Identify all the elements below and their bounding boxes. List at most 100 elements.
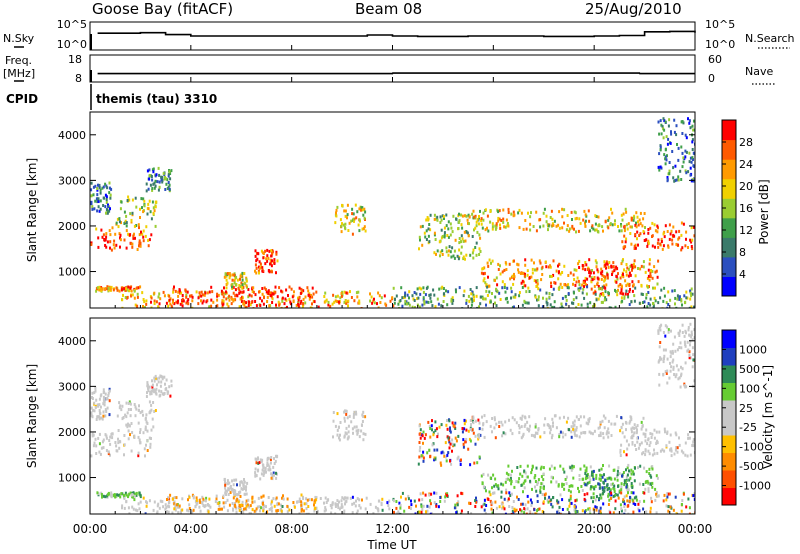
power-cell: [137, 223, 140, 227]
power-cell: [642, 301, 644, 304]
velocity-cell: [565, 482, 568, 486]
power-cell: [462, 239, 465, 243]
power-cell: [688, 306, 691, 308]
power-cell: [168, 170, 171, 174]
velocity-cell: [603, 486, 606, 490]
velocity-cell: [266, 510, 269, 514]
velocity-cell: [588, 507, 591, 511]
power-cell: [334, 221, 337, 225]
velocity-cell: [569, 466, 572, 470]
velocity-cell: [683, 340, 686, 344]
velocity-cell: [456, 503, 459, 507]
power-cell: [130, 294, 133, 298]
power-cell: [647, 231, 650, 235]
power-cell: [450, 299, 453, 303]
power-cell: [535, 279, 538, 283]
power-cell: [482, 272, 485, 276]
power-cell: [604, 275, 607, 279]
velocity-cell: [672, 342, 675, 346]
velocity-cell: [469, 439, 472, 443]
power-cell: [483, 277, 486, 281]
power-cell: [433, 293, 436, 297]
velocity-cell: [249, 512, 251, 514]
velocity-cell: [623, 512, 626, 514]
power-cell: [107, 205, 110, 208]
velocity-cell: [362, 415, 365, 418]
velocity-cell: [447, 436, 450, 440]
power-cell: [545, 214, 548, 218]
power-cell: [126, 295, 129, 299]
power-cell: [221, 299, 224, 303]
velocity-cell: [305, 502, 308, 506]
power-cell: [433, 231, 436, 235]
velocity-cell: [93, 391, 96, 395]
velocity-cell: [91, 396, 93, 399]
power-cell: [645, 238, 648, 242]
velocity-cell: [201, 495, 204, 499]
velocity-cell: [270, 500, 273, 504]
velocity-cell: [633, 479, 636, 483]
power-cell: [624, 207, 627, 211]
power-cell: [90, 194, 93, 198]
power-cell: [675, 133, 678, 137]
velocity-cell: [454, 436, 457, 440]
power-cell: [393, 301, 396, 305]
power-cell: [597, 270, 600, 274]
power-cell: [516, 262, 519, 266]
power-cell: [498, 217, 501, 221]
power-cell: [680, 178, 683, 181]
power-cell: [660, 132, 663, 136]
power-cell: [428, 293, 431, 297]
velocity-cell: [603, 473, 605, 477]
power-cell: [124, 219, 127, 223]
nsky-label: N.Sky: [3, 32, 35, 45]
velocity-cell: [332, 435, 334, 439]
power-cell: [143, 199, 146, 203]
velocity-cell: [201, 501, 204, 505]
colorbar-tick-label: -100: [739, 441, 764, 454]
velocity-cell: [433, 491, 436, 495]
velocity-cell: [640, 427, 643, 431]
power-cell: [94, 184, 97, 188]
power-cell: [588, 271, 591, 274]
power-cell: [181, 304, 184, 308]
velocity-cell: [451, 442, 454, 446]
velocity-cell: [513, 485, 516, 489]
power-cell: [645, 293, 648, 296]
power-cell: [333, 300, 336, 304]
power-cell: [184, 289, 187, 293]
velocity-cell: [616, 473, 619, 477]
velocity-cell: [684, 441, 687, 445]
power-cell: [543, 207, 546, 211]
velocity-cell: [607, 492, 610, 496]
velocity-cell: [102, 446, 105, 450]
power-cell: [614, 219, 616, 223]
power-cell: [608, 261, 611, 264]
power-cell: [689, 156, 692, 160]
velocity-cell: [263, 471, 266, 475]
power-cell: [164, 188, 167, 191]
power-cell: [97, 205, 100, 209]
velocity-cell: [533, 434, 535, 438]
power-cell: [644, 270, 647, 274]
power-cell: [658, 152, 661, 156]
velocity-cell: [260, 495, 263, 499]
power-cell: [608, 216, 611, 220]
power-cell: [641, 293, 644, 296]
power-cell: [460, 245, 463, 249]
velocity-cell: [663, 449, 666, 453]
power-cell: [569, 271, 572, 275]
power-cell: [681, 303, 683, 307]
velocity-cell: [457, 434, 460, 438]
velocity-cell: [659, 328, 662, 332]
velocity-cell: [241, 500, 244, 504]
power-cell: [258, 290, 260, 294]
velocity-cell: [149, 410, 152, 414]
power-cell: [427, 234, 430, 238]
power-cell: [429, 213, 432, 217]
velocity-cell: [660, 357, 663, 361]
velocity-cell: [669, 355, 672, 359]
velocity-cell: [667, 328, 670, 332]
velocity-cell: [623, 450, 625, 454]
power-cell: [622, 212, 625, 216]
